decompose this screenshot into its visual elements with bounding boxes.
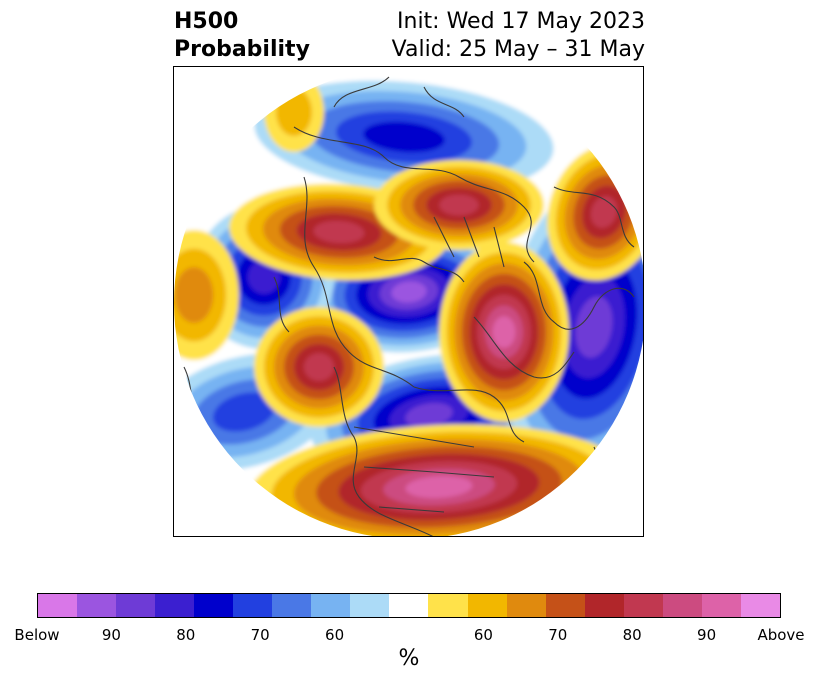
colorbar-swatch xyxy=(389,594,429,617)
colorbar-swatch xyxy=(428,594,468,617)
colorbar-swatch xyxy=(662,594,702,617)
colorbar-swatch xyxy=(545,594,585,617)
colorbar-swatch xyxy=(506,594,546,617)
colorbar-swatch xyxy=(701,594,741,617)
colorbar-tick-label: Above xyxy=(757,626,805,644)
colorbar-swatch xyxy=(467,594,507,617)
colorbar-tick-label: 90 xyxy=(101,626,121,644)
above-normal-contour xyxy=(405,475,473,499)
colorbar-tick-label: 70 xyxy=(548,626,568,644)
above-normal-contour xyxy=(439,194,479,216)
colorbar-tick-label: Below xyxy=(14,626,60,644)
valid-range: Valid: 25 May – 31 May xyxy=(391,37,645,62)
colorbar-swatch xyxy=(311,594,351,617)
init-date: Init: Wed 17 May 2023 xyxy=(397,9,645,34)
colorbar-tick-label: 60 xyxy=(325,626,345,644)
below-normal-contour xyxy=(247,260,281,294)
below-normal-contour xyxy=(575,296,613,358)
colorbar-tick-label: 80 xyxy=(176,626,196,644)
above-normal-contour xyxy=(276,88,312,136)
colorbar-swatch xyxy=(272,594,312,617)
colorbar-swatch xyxy=(623,594,663,617)
colorbar-swatch xyxy=(350,594,390,617)
below-normal-contour xyxy=(391,281,427,303)
colorbar-swatch xyxy=(584,594,624,617)
colorbar-swatch xyxy=(155,594,195,617)
colorbar-swatch xyxy=(116,594,156,617)
title-variable: H500 xyxy=(174,9,239,34)
above-normal-contour xyxy=(313,220,365,244)
colorbar-swatch xyxy=(740,594,780,617)
above-normal-contour xyxy=(492,316,516,348)
below-normal-contour xyxy=(363,121,445,153)
colorbar-tick-label: 60 xyxy=(473,626,493,644)
title-left-line1: H500 Probability xyxy=(174,8,310,64)
colorbar-swatch xyxy=(194,594,234,617)
colorbar-swatch xyxy=(77,594,117,617)
colorbar-unit-label: % xyxy=(398,646,420,671)
title-right: Init: Wed 17 May 2023 Valid: 25 May – 31… xyxy=(392,8,645,64)
colorbar-swatch xyxy=(38,594,78,617)
colorbar-swatch xyxy=(233,594,273,617)
above-normal-contour xyxy=(174,267,214,323)
title-product: Probability xyxy=(174,37,310,62)
coastline-layer xyxy=(183,76,635,536)
colorbar-tick-label: 80 xyxy=(622,626,642,644)
colorbar-tick-label: 70 xyxy=(250,626,270,644)
below-normal-contour xyxy=(405,402,453,428)
map-svg xyxy=(174,67,643,536)
probability-map xyxy=(173,66,644,537)
colorbar-tick-label: 90 xyxy=(697,626,717,644)
above-normal-contour xyxy=(304,353,334,381)
below-normal-contour xyxy=(213,392,275,432)
colorbar xyxy=(37,593,781,618)
